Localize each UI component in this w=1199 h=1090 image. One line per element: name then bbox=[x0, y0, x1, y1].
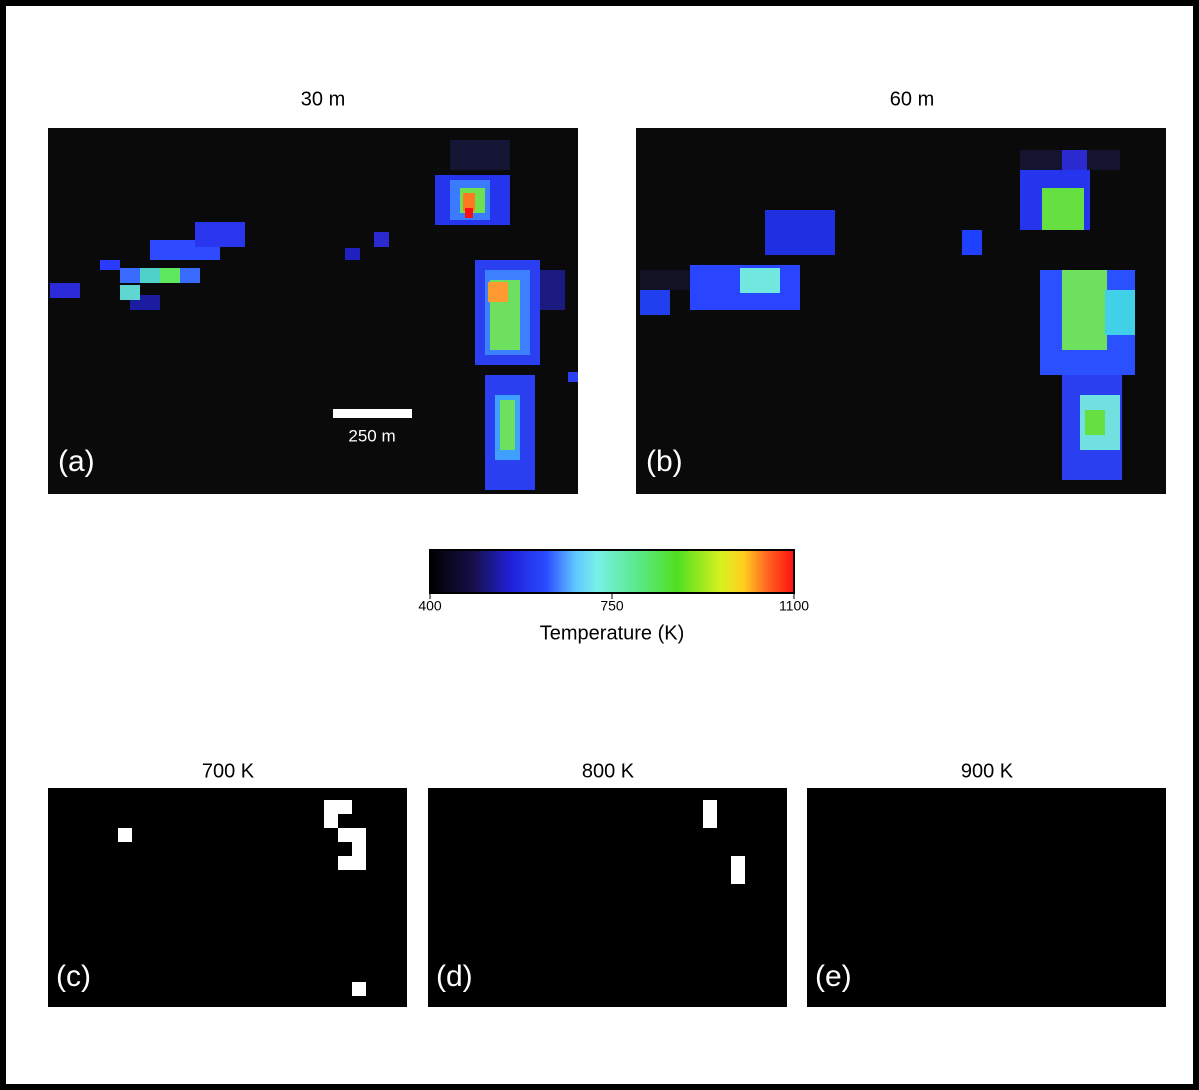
colorbar-tick-label: 400 bbox=[418, 598, 442, 614]
pixel bbox=[352, 982, 366, 996]
pixel bbox=[463, 193, 475, 211]
mask-e bbox=[807, 788, 1166, 1007]
scale-bar-label: 250 m bbox=[348, 426, 395, 445]
colorbar-tick-label: 750 bbox=[600, 598, 624, 614]
panel-title: 700 K bbox=[202, 760, 255, 782]
colorbar-ticks: 400 750 1100 bbox=[418, 593, 809, 614]
pixel bbox=[50, 283, 80, 298]
pixel bbox=[450, 140, 510, 170]
pixel bbox=[465, 208, 473, 218]
pixel bbox=[731, 856, 745, 884]
pixels bbox=[50, 140, 1135, 996]
pixel bbox=[703, 800, 717, 828]
panel-label: (c) bbox=[56, 960, 91, 993]
panel-label: (d) bbox=[436, 960, 473, 993]
pixel bbox=[352, 828, 366, 870]
panel-title: 800 K bbox=[582, 760, 635, 782]
pixel bbox=[374, 232, 389, 247]
panel-label: (a) bbox=[58, 445, 95, 478]
pixel bbox=[338, 814, 352, 828]
pixel bbox=[338, 856, 352, 870]
panels bbox=[48, 128, 1166, 1007]
pixel bbox=[118, 828, 132, 842]
pixel bbox=[568, 372, 578, 382]
pixel bbox=[345, 248, 360, 260]
pixel bbox=[740, 268, 780, 293]
pixel bbox=[100, 260, 120, 270]
colorbar bbox=[429, 549, 795, 594]
pixel bbox=[500, 400, 515, 450]
colorbar-tick-label: 1100 bbox=[779, 598, 809, 614]
pixel bbox=[195, 222, 245, 247]
pixel bbox=[640, 290, 670, 315]
pixel bbox=[540, 270, 565, 310]
pixel bbox=[1062, 270, 1107, 350]
colorbar-label: Temperature (K) bbox=[540, 622, 685, 644]
scale-bar bbox=[333, 409, 412, 418]
pixel bbox=[1042, 188, 1084, 230]
mask-c bbox=[48, 788, 407, 1007]
mask-d bbox=[428, 788, 787, 1007]
pixel bbox=[1105, 290, 1135, 335]
panel-title: 900 K bbox=[961, 760, 1014, 782]
pixel bbox=[1085, 410, 1105, 435]
pixel bbox=[1062, 150, 1087, 170]
pixel bbox=[962, 230, 982, 255]
panel-label: (e) bbox=[815, 960, 852, 993]
pixel bbox=[488, 282, 508, 302]
panel-title: 60 m bbox=[890, 88, 934, 110]
pixel bbox=[160, 268, 180, 283]
pixel bbox=[120, 285, 140, 300]
panel-title: 30 m bbox=[301, 88, 345, 110]
panel-label: (b) bbox=[646, 445, 683, 478]
pixel bbox=[765, 210, 835, 255]
